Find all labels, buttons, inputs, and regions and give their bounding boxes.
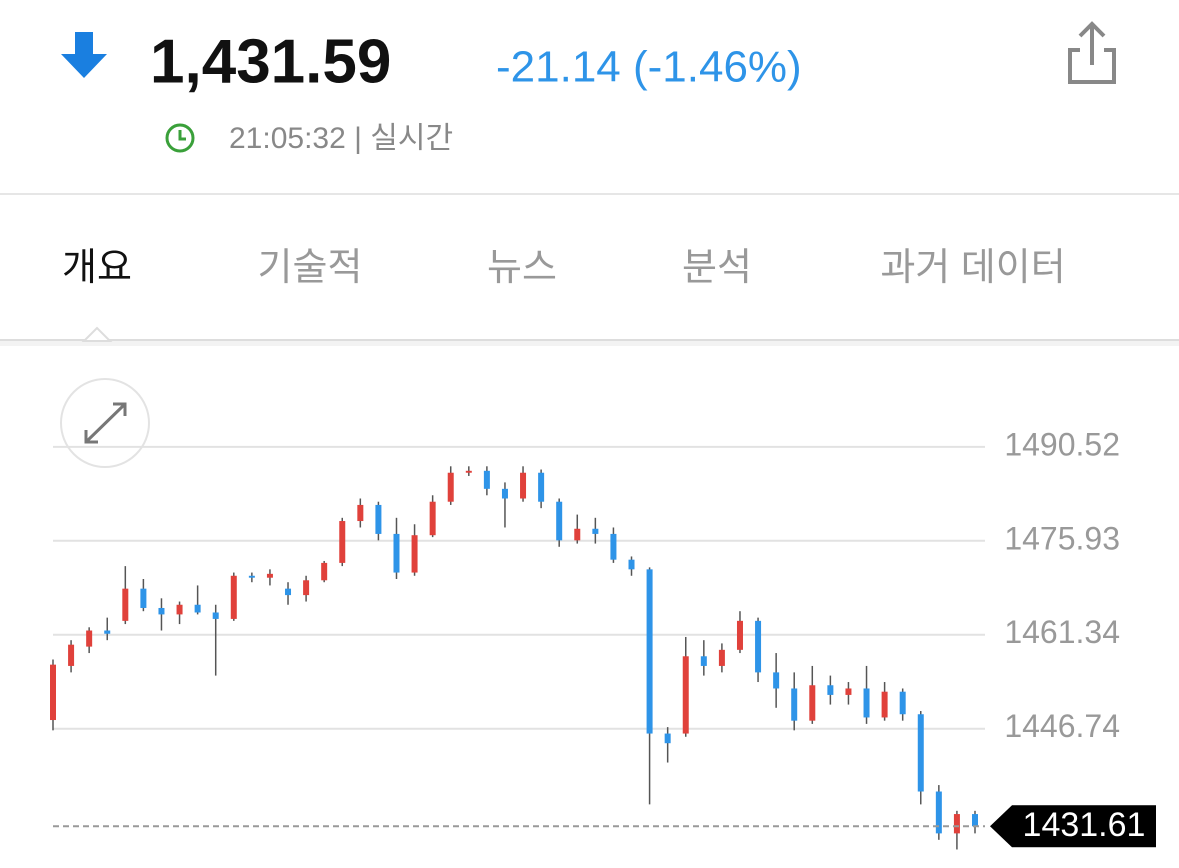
candle-body [845,688,852,695]
candle-body [50,664,56,721]
candle-body [411,535,418,573]
candle-body [140,588,147,608]
candle-body [700,656,707,666]
candle-body [230,575,237,619]
candle-body [429,501,436,536]
candle-body [917,714,924,792]
candle-body [646,569,653,734]
candle-body [755,620,762,673]
last-price-label: 1431.61 [1023,806,1146,844]
share-button[interactable] [1068,21,1116,84]
tab-bar: 개요 기술적 뉴스 분석 과거 데이터 [62,247,1066,289]
y-tick-label: 1461.34 [1004,614,1120,650]
candle-body [791,688,798,721]
price: 1,431.59 [150,27,391,96]
tab-indicator [81,326,113,342]
down-arrow-icon [61,32,107,78]
y-tick-label: 1446.74 [1004,708,1120,744]
candle-body [809,685,816,721]
candle-body [68,644,75,666]
candle-body [953,814,960,834]
update-time: 21:05:32 | 실시간 [229,122,453,155]
expand-button[interactable] [60,378,150,468]
candle-body [176,604,183,615]
candle-body [303,580,310,596]
candle-body [483,470,490,489]
candle-body [393,533,400,573]
tab[interactable]: 과거 데이터 [880,247,1065,289]
candle-body [501,488,508,499]
price-change: -21.14 (-1.46%) [496,43,802,92]
candle-body [736,620,743,650]
candle-body [899,691,906,715]
candle-body [86,630,93,647]
candlestick-chart: 1490.52 1475.93 1461.34 1446.74 1431.61 [50,426,1156,850]
candle-body [321,562,328,581]
candle-body [574,528,581,541]
candle-body [248,575,255,578]
candle-body [718,649,725,666]
candle-body [520,472,527,499]
candle-body [863,688,870,718]
candle-body [628,559,635,570]
tab[interactable]: 뉴스 [487,247,557,289]
tab[interactable]: 분석 [682,247,752,289]
candle-body [881,691,888,718]
candle-body [266,573,273,578]
y-tick-label: 1490.52 [1004,426,1120,462]
candle-body [339,521,346,563]
candle-body [664,733,671,744]
candle-body [827,685,834,695]
candle-body [212,612,219,619]
candle-body [935,791,942,834]
candle-body [556,501,563,541]
candle-body [592,528,599,534]
candle-body [194,604,201,613]
candle-body [972,814,978,827]
candle-body [682,656,689,734]
y-tick-label: 1475.93 [1004,520,1120,556]
candle-body [465,470,472,473]
candle-body [285,588,292,596]
candle-body [538,472,545,502]
candle-body [122,588,129,621]
tab[interactable]: 개요 [62,247,132,289]
candle-body [773,672,780,689]
tab[interactable]: 기술적 [258,247,363,289]
candle-body [104,630,111,634]
last-price-box [1012,805,1156,848]
candle-body [447,472,454,502]
candle-body [610,533,617,560]
clock-icon [165,123,195,153]
candle-body [357,504,364,522]
candle-body [375,504,382,534]
last-price-pointer [990,805,1012,848]
tab-shadow [0,340,1179,346]
candle-body [158,607,165,615]
